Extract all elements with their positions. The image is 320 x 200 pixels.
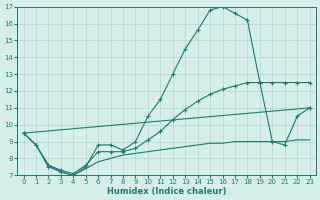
X-axis label: Humidex (Indice chaleur): Humidex (Indice chaleur) <box>107 187 226 196</box>
